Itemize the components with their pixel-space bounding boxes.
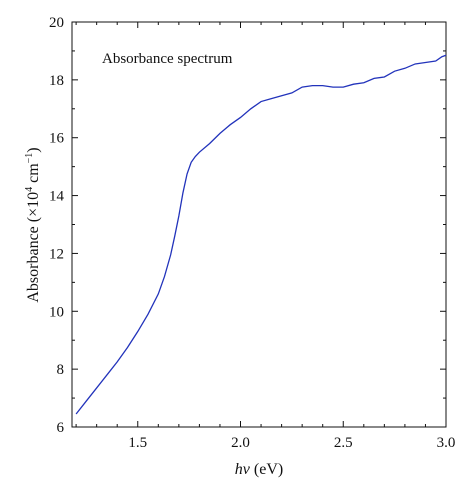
plot-frame xyxy=(71,21,447,428)
y-tick-label: 18 xyxy=(49,73,64,89)
x-tick-label: 2.0 xyxy=(231,435,250,451)
y-tick-label: 10 xyxy=(49,304,64,320)
y-tick-label: 12 xyxy=(49,246,64,262)
x-axis-title: hν (eV) xyxy=(235,461,283,478)
y-axis-title: Absorbance (×104 cm−1) xyxy=(24,147,42,302)
x-tick-label: 3.0 xyxy=(437,435,456,451)
y-tick-label: 14 xyxy=(49,189,65,205)
x-tick-label: 2.5 xyxy=(334,435,353,451)
absorbance-series-line xyxy=(75,54,447,415)
y-tick-label: 20 xyxy=(49,15,64,31)
chart-annotation: Absorbance spectrum xyxy=(102,51,233,67)
x-tick-label: 1.5 xyxy=(128,435,147,451)
y-tick-label: 8 xyxy=(57,362,65,378)
y-tick-label: 6 xyxy=(57,420,65,436)
axis-tick-labels: 6 8 10 12 14 16 18 20 1.5 2.0 2.5 3.0 xyxy=(49,15,455,451)
y-tick-label: 16 xyxy=(49,131,65,147)
axis-ticks xyxy=(72,21,447,428)
